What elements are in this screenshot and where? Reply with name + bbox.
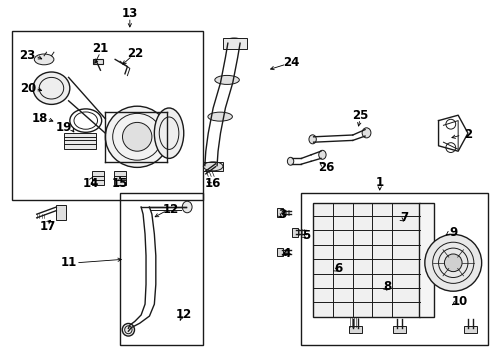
Text: 12: 12 bbox=[175, 309, 192, 321]
Bar bbox=[277, 208, 283, 217]
Bar bbox=[12, 31, 203, 200]
Bar bbox=[93, 59, 103, 64]
Ellipse shape bbox=[362, 128, 371, 138]
Text: 17: 17 bbox=[40, 220, 56, 233]
Ellipse shape bbox=[122, 323, 135, 336]
Bar bbox=[393, 326, 406, 333]
Circle shape bbox=[425, 234, 482, 291]
Text: 7: 7 bbox=[400, 211, 408, 224]
Text: 4: 4 bbox=[283, 247, 291, 260]
Text: 12: 12 bbox=[162, 203, 179, 216]
Bar bbox=[56, 205, 66, 220]
Text: 11: 11 bbox=[60, 256, 77, 269]
Text: 18: 18 bbox=[32, 112, 49, 125]
Bar bbox=[419, 203, 434, 317]
Bar bbox=[64, 133, 96, 149]
Text: 2: 2 bbox=[464, 129, 472, 141]
Bar bbox=[464, 326, 477, 333]
Text: 5: 5 bbox=[302, 229, 310, 242]
Text: 19: 19 bbox=[55, 121, 72, 134]
Text: 9: 9 bbox=[449, 226, 457, 239]
Ellipse shape bbox=[224, 38, 244, 47]
Text: 20: 20 bbox=[20, 82, 37, 95]
Ellipse shape bbox=[215, 76, 239, 85]
Bar bbox=[92, 171, 104, 185]
Text: 26: 26 bbox=[318, 161, 334, 174]
Bar bbox=[301, 193, 488, 345]
Text: 13: 13 bbox=[122, 7, 138, 20]
Ellipse shape bbox=[154, 108, 184, 158]
Text: 3: 3 bbox=[278, 208, 286, 221]
Text: 24: 24 bbox=[283, 57, 300, 69]
Text: 21: 21 bbox=[92, 42, 109, 55]
Ellipse shape bbox=[208, 112, 232, 121]
Bar bbox=[114, 171, 126, 185]
Text: 23: 23 bbox=[19, 49, 35, 62]
Bar bbox=[292, 228, 298, 237]
Ellipse shape bbox=[105, 106, 169, 167]
Circle shape bbox=[444, 254, 462, 271]
Bar bbox=[349, 326, 362, 333]
Text: 10: 10 bbox=[451, 295, 468, 308]
Bar bbox=[203, 164, 213, 170]
Text: 25: 25 bbox=[352, 109, 368, 122]
Ellipse shape bbox=[287, 157, 294, 165]
Bar bbox=[277, 248, 283, 256]
Text: 6: 6 bbox=[334, 262, 342, 275]
Ellipse shape bbox=[122, 122, 152, 151]
Ellipse shape bbox=[34, 54, 54, 65]
Bar bbox=[223, 38, 247, 49]
Bar bbox=[313, 203, 420, 317]
Bar bbox=[120, 193, 203, 345]
Text: 16: 16 bbox=[205, 177, 221, 190]
Text: 14: 14 bbox=[82, 177, 99, 190]
Text: 15: 15 bbox=[112, 177, 128, 190]
Text: 8: 8 bbox=[383, 280, 391, 293]
Ellipse shape bbox=[182, 201, 192, 213]
Text: 1: 1 bbox=[376, 176, 384, 189]
Ellipse shape bbox=[33, 72, 70, 104]
Ellipse shape bbox=[309, 135, 317, 144]
Bar bbox=[203, 162, 223, 171]
Ellipse shape bbox=[319, 150, 326, 159]
Text: 22: 22 bbox=[126, 47, 143, 60]
